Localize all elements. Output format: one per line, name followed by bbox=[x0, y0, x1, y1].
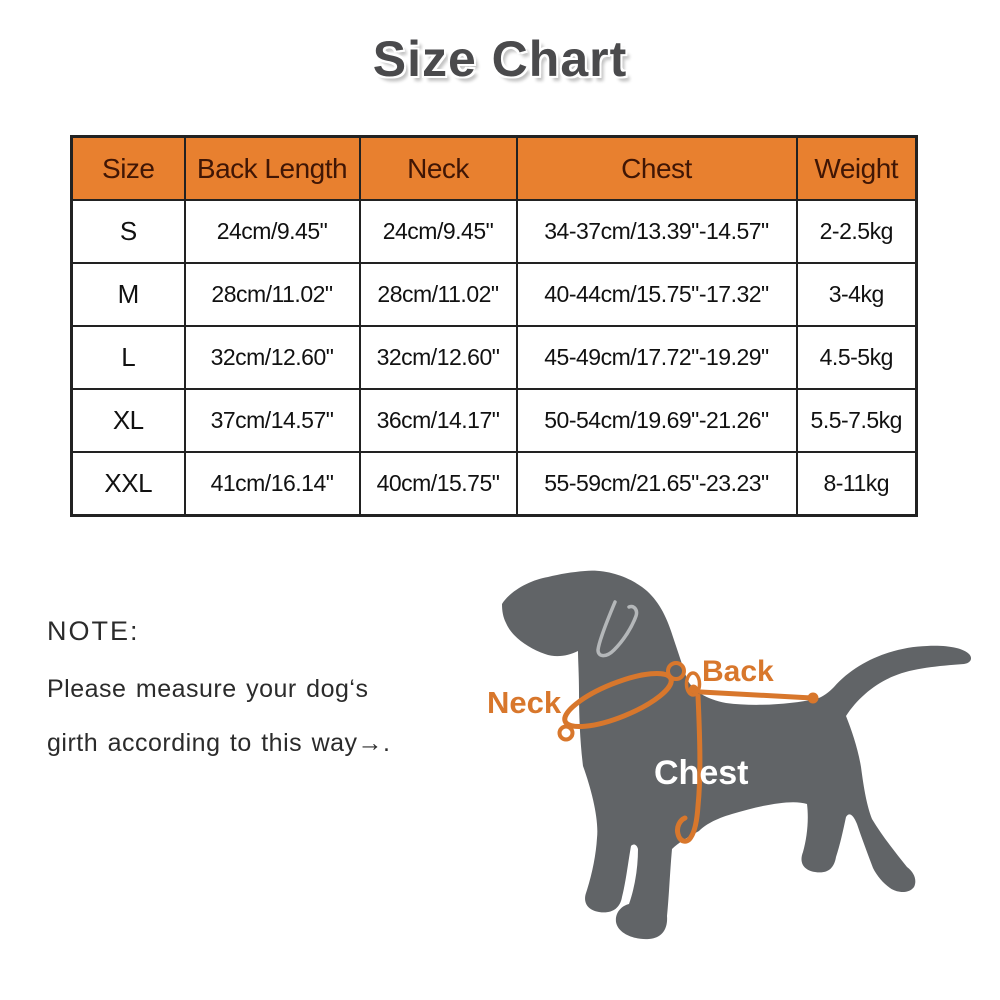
cell-back-length: 24cm/9.45" bbox=[183, 199, 361, 264]
cell-back-length: 28cm/11.02" bbox=[183, 262, 361, 327]
cell-back-length: 41cm/16.14" bbox=[183, 451, 361, 517]
column-header-back-length: Back Length bbox=[183, 135, 361, 201]
column-header-neck: Neck bbox=[358, 135, 518, 201]
cell-weight: 8-11kg bbox=[795, 451, 918, 517]
cell-weight: 4.5-5kg bbox=[795, 325, 918, 390]
cell-back-length: 32cm/12.60" bbox=[183, 325, 361, 390]
chest-measure-line bbox=[675, 693, 703, 844]
cell-size: L bbox=[70, 325, 186, 390]
page-title: Size Chart bbox=[372, 31, 628, 87]
size-chart-table: Size Back Length Neck Chest Weight S 24c… bbox=[70, 135, 918, 517]
cell-chest: 45-49cm/17.72"-19.29" bbox=[515, 325, 798, 390]
cell-neck: 28cm/11.02" bbox=[358, 262, 518, 327]
cell-chest: 50-54cm/19.69"-21.26" bbox=[515, 388, 798, 453]
table-row: XL 37cm/14.57" 36cm/14.17" 50-54cm/19.69… bbox=[70, 388, 918, 453]
table-row: S 24cm/9.45" 24cm/9.45" 34-37cm/13.39"-1… bbox=[70, 199, 918, 264]
table-row: L 32cm/12.60" 32cm/12.60" 45-49cm/17.72"… bbox=[70, 325, 918, 390]
cell-chest: 55-59cm/21.65"-23.23" bbox=[515, 451, 798, 517]
withers-anchor bbox=[684, 671, 702, 697]
cell-neck: 32cm/12.60" bbox=[358, 325, 518, 390]
cell-neck: 24cm/9.45" bbox=[358, 199, 518, 264]
cell-back-length: 37cm/14.57" bbox=[183, 388, 361, 453]
neck-label: Neck bbox=[487, 685, 562, 720]
withers-anchor-dot bbox=[689, 684, 698, 694]
cell-weight: 5.5-7.5kg bbox=[795, 388, 918, 453]
note-line-2: girth according to this way→. bbox=[47, 729, 391, 757]
column-header-size: Size bbox=[70, 135, 186, 201]
cell-neck: 40cm/15.75" bbox=[358, 451, 518, 517]
dog-silhouette bbox=[502, 570, 972, 940]
chest-label: Chest bbox=[654, 754, 748, 792]
column-header-weight: Weight bbox=[795, 135, 918, 201]
cell-weight: 3-4kg bbox=[795, 262, 918, 327]
cell-size: XXL bbox=[70, 451, 186, 517]
cell-chest: 40-44cm/15.75"-17.32" bbox=[515, 262, 798, 327]
measurement-note: NOTE: Please measure your dog‘s girth ac… bbox=[47, 616, 390, 783]
cell-size: S bbox=[70, 199, 186, 264]
back-line-end-dot bbox=[807, 692, 819, 704]
cell-size: XL bbox=[70, 388, 186, 453]
dog-measurement-diagram: Neck Back Chest bbox=[487, 570, 972, 940]
note-line-1: Please measure your dog‘s bbox=[47, 675, 369, 703]
cell-size: M bbox=[70, 262, 186, 327]
dog-ear-icon bbox=[596, 600, 639, 658]
table-row: XXL 41cm/16.14" 40cm/15.75" 55-59cm/21.6… bbox=[70, 451, 918, 517]
back-label: Back bbox=[702, 655, 774, 688]
column-header-chest: Chest bbox=[515, 135, 798, 201]
neck-band-knot bbox=[557, 724, 575, 742]
back-measure-line bbox=[698, 689, 815, 701]
cell-neck: 36cm/14.17" bbox=[358, 388, 518, 453]
cell-chest: 34-37cm/13.39"-14.57" bbox=[515, 199, 798, 264]
table-header-row: Size Back Length Neck Chest Weight bbox=[70, 135, 918, 201]
cell-weight: 2-2.5kg bbox=[795, 199, 918, 264]
withers-loop bbox=[666, 661, 686, 681]
table-row: M 28cm/11.02" 28cm/11.02" 40-44cm/15.75"… bbox=[70, 262, 918, 327]
note-heading: NOTE: bbox=[47, 616, 140, 646]
